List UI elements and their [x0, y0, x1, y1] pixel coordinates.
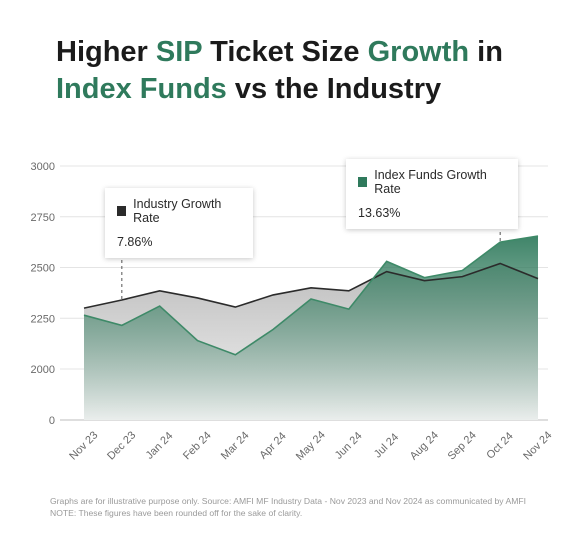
title-text: vs the Industry	[226, 73, 442, 105]
y-axis: 0 2000 2250 2500 2750 3000	[31, 161, 55, 427]
industry-callout: Industry Growth Rate 7.86%	[105, 188, 253, 258]
index-funds-line	[83, 235, 539, 356]
footnote: Graphs are for illustrative purpose only…	[50, 495, 570, 519]
x-tick-label: Feb 24	[181, 430, 214, 463]
legend-label-index-funds: Index Funds Growth Rate	[374, 168, 487, 196]
y-tick-label: 3000	[31, 161, 55, 173]
x-tick-label: Dec 23	[105, 429, 138, 462]
title-highlight: Index Funds	[56, 73, 227, 105]
index-funds-callout: Index Funds Growth Rate 13.63%	[346, 159, 518, 229]
y-tick-label: 0	[49, 415, 55, 427]
title-line-2: Index Funds vs the Industry	[56, 71, 556, 108]
x-tick-label: Sep 24	[446, 429, 479, 462]
x-tick-label: Jan 24	[144, 430, 176, 462]
footnote-note: NOTE: These figures have been rounded of…	[50, 508, 303, 518]
legend-item-index-funds: Index Funds Growth Rate	[346, 159, 518, 202]
y-tick-label: 2750	[31, 212, 55, 224]
footnote-source: Graphs are for illustrative purpose only…	[50, 496, 527, 506]
x-tick-label: May 24	[294, 429, 328, 463]
title-highlight: SIP	[155, 36, 203, 68]
legend-swatch-index-funds	[358, 177, 368, 187]
x-axis: Nov 23 Dec 23 Jan 24 Feb 24 Mar 24 Apr 24 May …	[67, 429, 554, 463]
index-funds-growth-value: 13.63%	[358, 206, 401, 220]
y-tick-label: 2000	[31, 364, 55, 376]
y-tick-label: 2500	[31, 263, 55, 275]
legend-item-industry: Industry Growth Rate	[105, 188, 253, 231]
x-tick-label: Oct 24	[484, 430, 515, 461]
industry-line	[83, 262, 539, 309]
y-tick-label: 2250	[31, 313, 55, 325]
x-tick-label: Mar 24	[219, 430, 252, 463]
title-text: Ticket Size	[202, 36, 368, 68]
legend-label-industry: Industry Growth Rate	[133, 197, 222, 225]
x-tick-label: Jul 24	[372, 431, 401, 460]
x-tick-label: Aug 24	[408, 429, 441, 462]
x-tick-label: Nov 24	[521, 429, 554, 462]
title-line-1: Higher SIP Ticket Size Growth in	[56, 34, 556, 71]
chart-title: Higher SIP Ticket Size Growth in Index F…	[56, 34, 556, 108]
title-highlight: Growth	[367, 36, 470, 68]
index-funds-area	[84, 236, 538, 420]
industry-growth-value: 7.86%	[117, 235, 153, 249]
x-tick-label: Jun 24	[333, 430, 365, 462]
title-text: Higher	[56, 36, 156, 68]
x-tick-label: Nov 23	[67, 429, 100, 462]
x-tick-label: Apr 24	[257, 430, 288, 461]
series-lines	[83, 235, 539, 356]
title-text: in	[469, 36, 503, 68]
series-areas	[84, 236, 538, 420]
legend-swatch-industry	[117, 206, 127, 216]
